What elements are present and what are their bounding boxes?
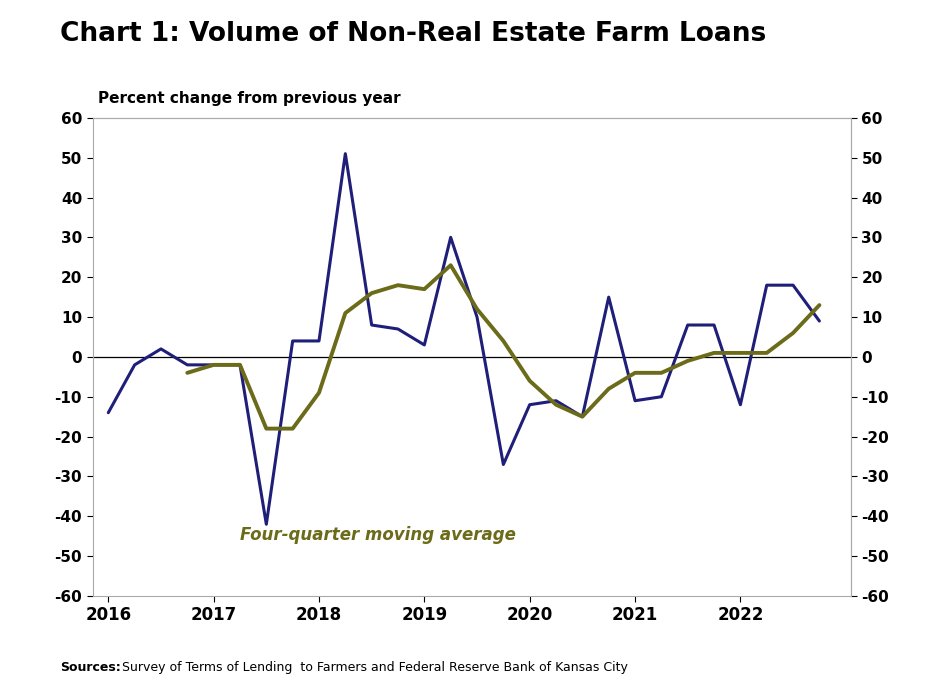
Text: Four-quarter moving average: Four-quarter moving average <box>240 526 516 544</box>
Text: Percent change from previous year: Percent change from previous year <box>98 91 401 106</box>
Text: Sources:: Sources: <box>60 661 121 674</box>
Text: Survey of Terms of Lending  to Farmers and Federal Reserve Bank of Kansas City: Survey of Terms of Lending to Farmers an… <box>118 661 628 674</box>
Text: Chart 1: Volume of Non-Real Estate Farm Loans: Chart 1: Volume of Non-Real Estate Farm … <box>60 21 767 47</box>
